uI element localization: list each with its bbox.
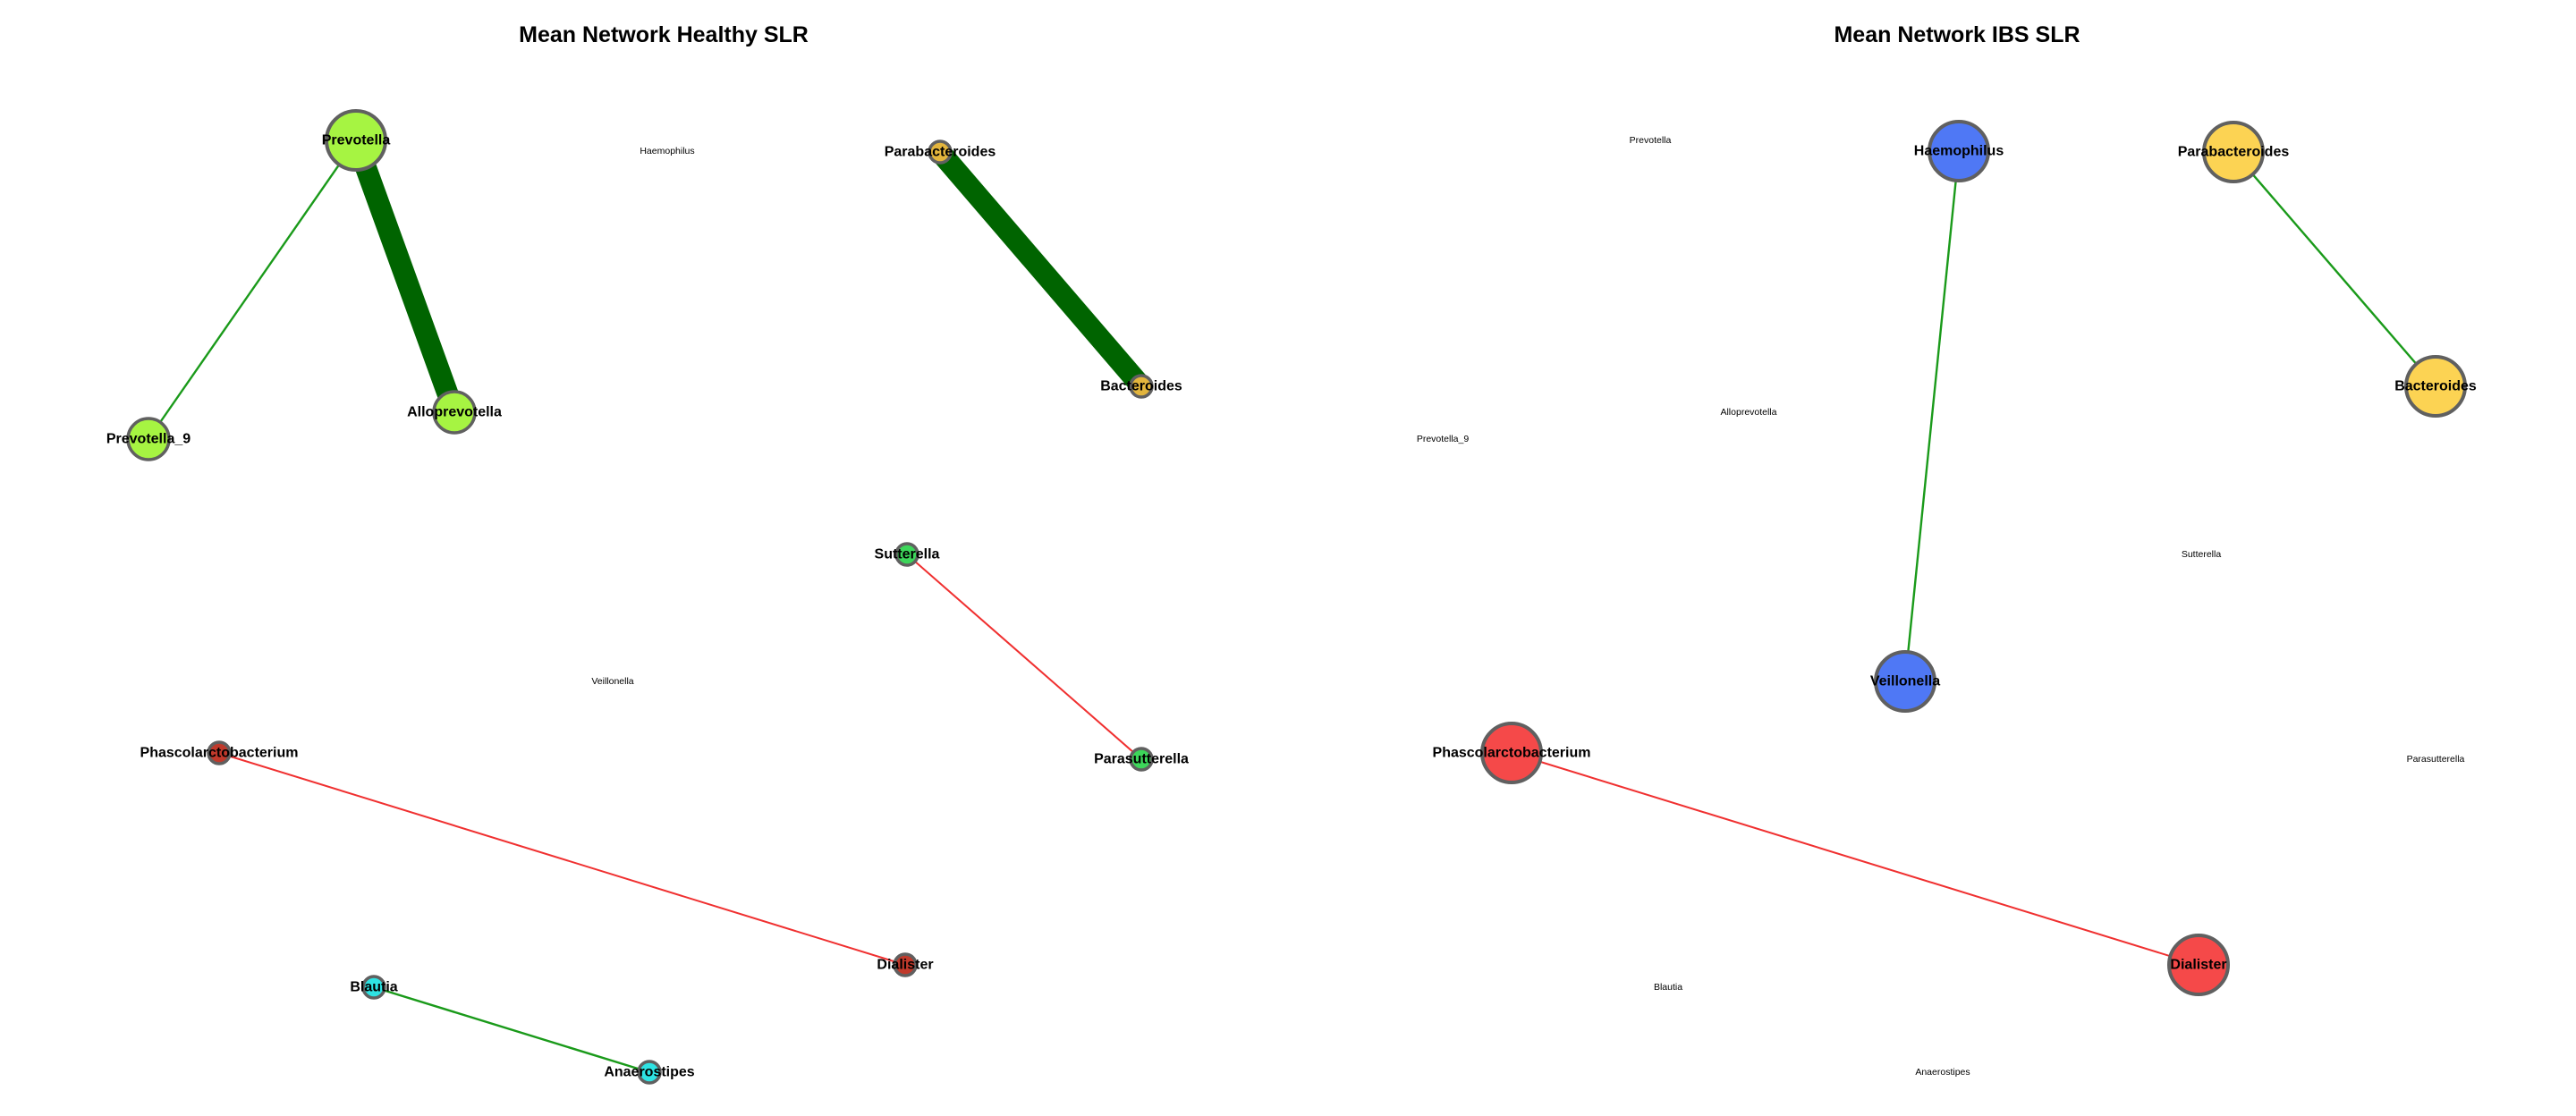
healthy-edges xyxy=(148,136,1150,1074)
healthy-node-anaerostipes xyxy=(637,1060,662,1085)
healthy-label-prevotella: Prevotella xyxy=(322,133,391,148)
healthy-edge-sutterella-parasutterella xyxy=(906,554,1142,760)
healthy-node-prevotella-9 xyxy=(126,417,171,461)
healthy-node-blautia xyxy=(361,975,386,1000)
ibs-label-dialister: Dialister xyxy=(2170,958,2226,973)
ibs-edge-parabacteroides-bacteroides xyxy=(2233,151,2436,387)
healthy-node-parabacteroides xyxy=(928,140,953,165)
healthy-label-parabacteroides: Parabacteroides xyxy=(885,145,996,160)
healthy-label-prevotella-9: Prevotella_9 xyxy=(106,432,191,447)
healthy-node-sutterella xyxy=(894,542,919,567)
healthy-node-dialister xyxy=(893,952,918,977)
healthy-label-veillonella: Veillonella xyxy=(591,676,633,687)
ibs-node-phascolarctobacterium xyxy=(1480,722,1543,784)
ibs-edge-haemophilus-veillonella xyxy=(1903,150,1961,682)
ibs-label-anaerostipes: Anaerostipes xyxy=(1915,1067,1970,1078)
healthy-label-bacteroides: Bacteroides xyxy=(1100,379,1182,394)
healthy-label-parasutterella: Parasutterella xyxy=(1094,752,1189,767)
ibs-edge-phascolarctobacterium-dialister xyxy=(1511,752,2199,966)
healthy-edge-blautia-anaerostipes xyxy=(373,985,650,1074)
healthy-edge-parabacteroides-bacteroides xyxy=(931,145,1150,393)
healthy-edge-prevotella-prevotella-9 xyxy=(148,140,357,440)
ibs-label-veillonella: Veillonella xyxy=(1870,674,1940,689)
ibs-panel-title: Mean Network IBS SLR xyxy=(1834,22,2080,47)
ibs-node-bacteroides xyxy=(2404,355,2467,418)
ibs-label-alloprevotella: Alloprevotella xyxy=(1720,407,1776,418)
healthy-edge-prevotella-alloprevotella xyxy=(345,136,465,417)
ibs-node-dialister xyxy=(2167,934,2230,996)
ibs-edges xyxy=(1511,150,2436,966)
ibs-label-bacteroides: Bacteroides xyxy=(2394,379,2477,394)
healthy-edge-phascolarctobacterium-dialister xyxy=(218,752,906,966)
healthy-label-sutterella: Sutterella xyxy=(875,547,940,562)
healthy-network-panel: Prevotella Haemophilus Parabacteroides Prev… xyxy=(106,109,1189,1085)
ibs-node-veillonella xyxy=(1874,650,1936,713)
ibs-labels: Prevotella Haemophilus Parabacteroides Allo… xyxy=(1417,135,2477,1078)
healthy-node-alloprevotella xyxy=(432,390,477,435)
ibs-label-blautia: Blautia xyxy=(1654,982,1682,993)
ibs-label-parabacteroides: Parabacteroides xyxy=(2178,145,2290,160)
ibs-label-sutterella: Sutterella xyxy=(2182,549,2222,560)
ibs-label-phascolarctobacterium: Phascolarctobacterium xyxy=(1433,746,1591,761)
healthy-label-alloprevotella: Alloprevotella xyxy=(407,405,502,420)
ibs-label-prevotella-9: Prevotella_9 xyxy=(1417,434,1470,444)
healthy-label-haemophilus: Haemophilus xyxy=(640,146,694,156)
healthy-label-anaerostipes: Anaerostipes xyxy=(604,1065,694,1080)
healthy-label-phascolarctobacterium: Phascolarctobacterium xyxy=(140,746,299,761)
ibs-network-panel: Prevotella Haemophilus Parabacteroides Allo… xyxy=(1417,120,2477,1078)
ibs-node-parabacteroides xyxy=(2202,121,2265,183)
ibs-node-haemophilus xyxy=(1928,120,1990,182)
healthy-node-prevotella xyxy=(325,109,387,172)
healthy-panel-title: Mean Network Healthy SLR xyxy=(519,22,809,47)
healthy-labels: Prevotella Haemophilus Parabacteroides Prev… xyxy=(106,133,1189,1080)
healthy-node-parasutterella xyxy=(1129,747,1154,772)
ibs-label-haemophilus: Haemophilus xyxy=(1914,144,2004,159)
healthy-label-dialister: Dialister xyxy=(877,958,933,973)
ibs-label-prevotella: Prevotella xyxy=(1630,135,1672,146)
healthy-label-blautia: Blautia xyxy=(350,980,397,995)
healthy-nodes xyxy=(126,109,1154,1085)
ibs-label-parasutterella: Parasutterella xyxy=(2407,754,2465,765)
ibs-nodes xyxy=(1480,120,2467,996)
healthy-node-bacteroides xyxy=(1129,374,1154,399)
healthy-node-phascolarctobacterium xyxy=(207,740,232,765)
